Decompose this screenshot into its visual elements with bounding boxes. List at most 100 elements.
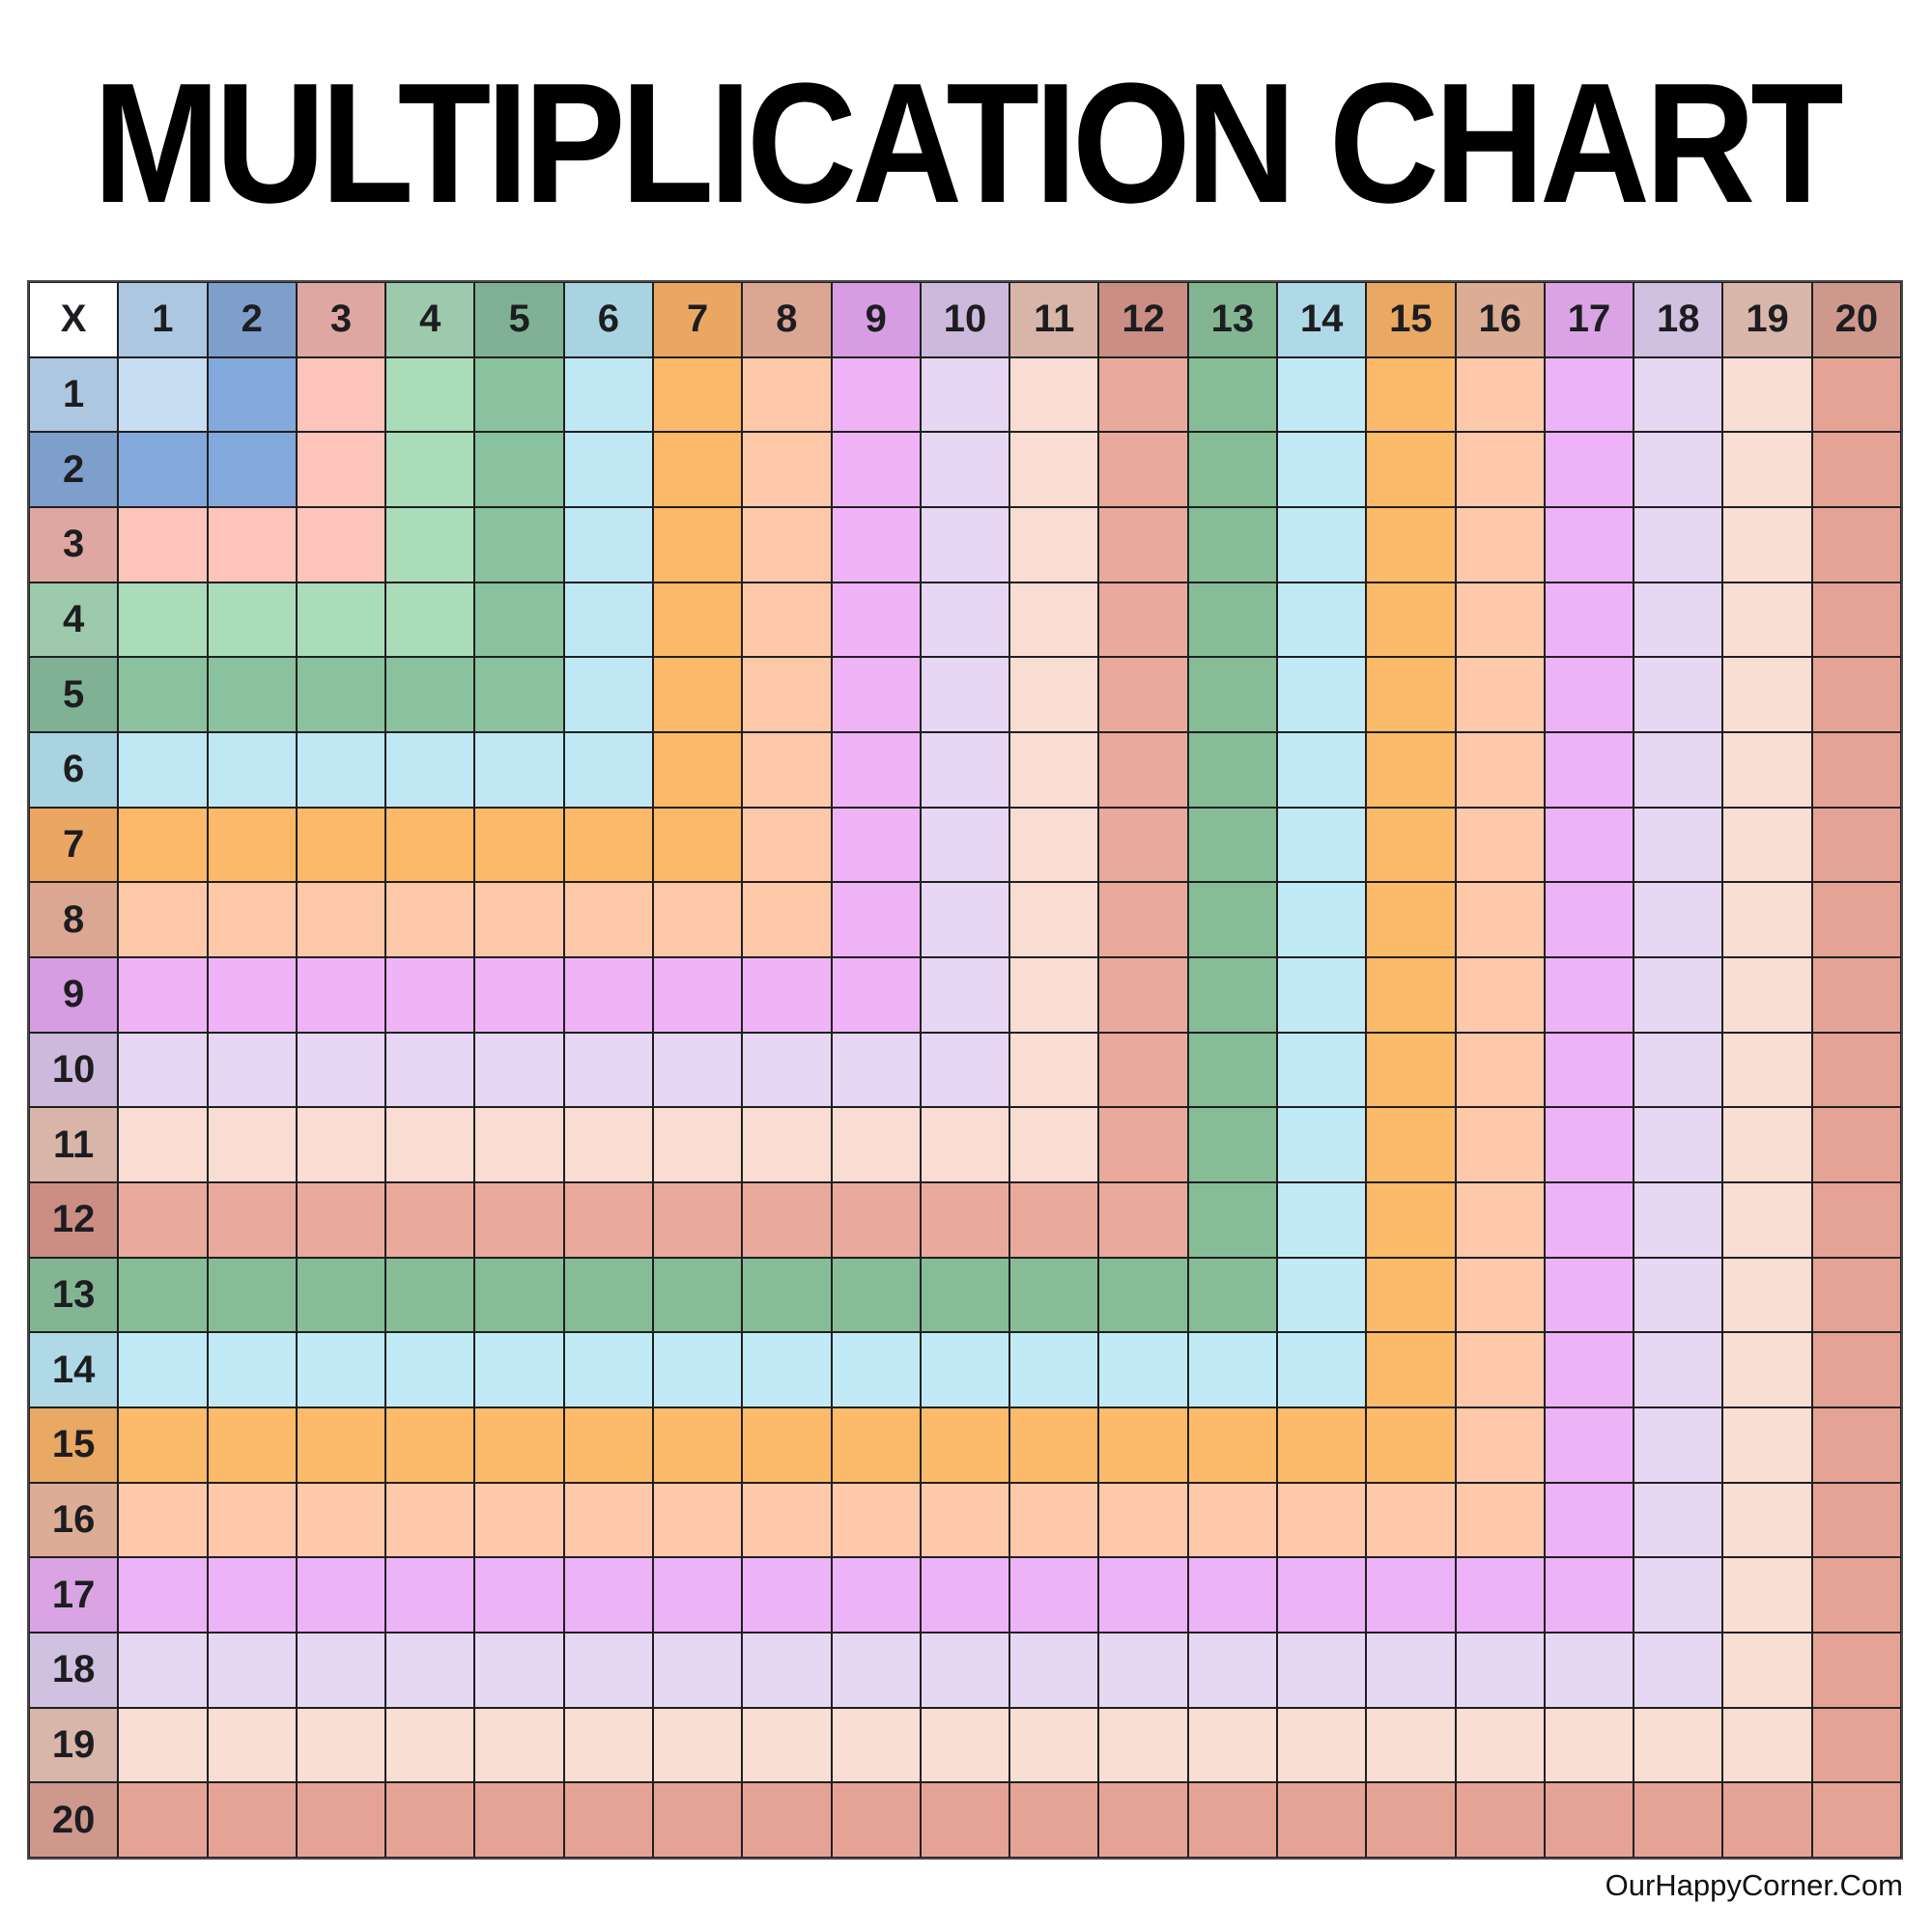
watermark: OurHappyCorner.Com: [1605, 1868, 1903, 1902]
grid-cell: [1098, 1707, 1188, 1783]
grid-cell: [1009, 582, 1099, 658]
grid-cell: [920, 1257, 1010, 1333]
grid-cell: [1276, 1482, 1367, 1558]
grid-cell: [920, 1782, 1010, 1858]
grid-cell: [1098, 1482, 1188, 1558]
grid-cell: [207, 1707, 297, 1783]
grid-cell: [563, 1782, 653, 1858]
grid-cell: [1098, 882, 1188, 957]
grid-cell: [296, 506, 386, 582]
grid-cell: [1366, 1032, 1456, 1108]
row-header-cell: 7: [29, 807, 119, 883]
grid-cell: [563, 1107, 653, 1182]
grid-cell: [118, 1107, 208, 1182]
grid-cell: [1276, 506, 1367, 582]
grid-cell: [1276, 1181, 1367, 1258]
grid-cell: [1098, 807, 1188, 883]
grid-cell: [742, 1707, 832, 1783]
grid-cell: [742, 356, 832, 433]
grid-cell: [1544, 1632, 1634, 1708]
grid-cell: [1722, 1557, 1812, 1633]
grid-cell: [1455, 731, 1545, 808]
row-header-cell: 10: [29, 1032, 119, 1108]
grid-cell: [1187, 506, 1277, 582]
grid-cell: [652, 1032, 743, 1108]
grid-cell: [118, 432, 208, 507]
grid-cell: [1811, 1107, 1901, 1182]
grid-cell: [1366, 1332, 1456, 1407]
grid-cell: [563, 1482, 653, 1558]
grid-cell: [1098, 1257, 1188, 1333]
grid-cell: [1009, 1032, 1099, 1108]
grid-cell: [1544, 1257, 1634, 1333]
grid-cell: [1634, 882, 1723, 957]
grid-cell: [1811, 807, 1901, 883]
grid-cell: [920, 1107, 1010, 1182]
grid-cell: [1276, 1332, 1367, 1407]
grid-cell: [920, 506, 1010, 582]
grid-cell: [563, 807, 653, 883]
grid-cell: [1009, 1482, 1099, 1558]
grid-cell: [1098, 956, 1188, 1033]
grid-cell: [1634, 1482, 1723, 1558]
grid-cell: [207, 1107, 297, 1182]
grid-cell: [1366, 1406, 1456, 1483]
grid-cell: [1455, 1332, 1545, 1407]
grid-cell: [207, 506, 297, 582]
grid-cell: [1276, 882, 1367, 957]
column-header-cell: 14: [1276, 282, 1367, 357]
grid-cell: [831, 1632, 921, 1708]
grid-cell: [474, 356, 564, 433]
grid-cell: [118, 582, 208, 658]
grid-cell: [207, 657, 297, 732]
grid-cell: [1722, 1107, 1812, 1182]
grid-cell: [652, 432, 743, 507]
grid-cell: [563, 882, 653, 957]
grid-cell: [742, 731, 832, 808]
grid-cell: [474, 582, 564, 658]
grid-cell: [1811, 1332, 1901, 1407]
grid-cell: [296, 1257, 386, 1333]
grid-cell: [742, 432, 832, 507]
grid-cell: [1544, 807, 1634, 883]
grid-cell: [1544, 1332, 1634, 1407]
grid-cell: [296, 956, 386, 1033]
grid-cell: [1811, 1181, 1901, 1258]
grid-cell: [742, 657, 832, 732]
grid-cell: [1098, 1782, 1188, 1858]
grid-cell: [742, 1332, 832, 1407]
page-title: MULTIPLICATION CHART: [93, 47, 1843, 240]
grid-cell: [1276, 356, 1367, 433]
grid-cell: [1276, 956, 1367, 1033]
grid-cell: [1366, 356, 1456, 433]
grid-cell: [563, 731, 653, 808]
grid-cell: [563, 1032, 653, 1108]
grid-cell: [831, 1107, 921, 1182]
grid-cell: [1544, 582, 1634, 658]
grid-cell: [742, 1557, 832, 1633]
grid-cell: [1811, 1032, 1901, 1108]
grid-cell: [1009, 1257, 1099, 1333]
grid-cell: [474, 1482, 564, 1558]
column-header-cell: 6: [563, 282, 653, 357]
grid-cell: [920, 1181, 1010, 1258]
grid-cell: [920, 1406, 1010, 1483]
grid-cell: [1722, 1257, 1812, 1333]
grid-cell: [207, 1632, 297, 1708]
grid-cell: [296, 356, 386, 433]
grid-cell: [920, 1482, 1010, 1558]
grid-cell: [1811, 657, 1901, 732]
row-header-cell: 4: [29, 582, 119, 658]
grid-cell: [296, 1707, 386, 1783]
grid-cell: [385, 1257, 475, 1333]
column-header-cell: 20: [1811, 282, 1901, 357]
grid-cell: [1455, 1482, 1545, 1558]
grid-cell: [1455, 1257, 1545, 1333]
grid-cell: [296, 807, 386, 883]
grid-cell: [1722, 356, 1812, 433]
grid-cell: [831, 1181, 921, 1258]
grid-cell: [474, 1332, 564, 1407]
grid-cell: [652, 882, 743, 957]
grid-cell: [1098, 1332, 1188, 1407]
grid-cell: [1009, 1782, 1099, 1858]
